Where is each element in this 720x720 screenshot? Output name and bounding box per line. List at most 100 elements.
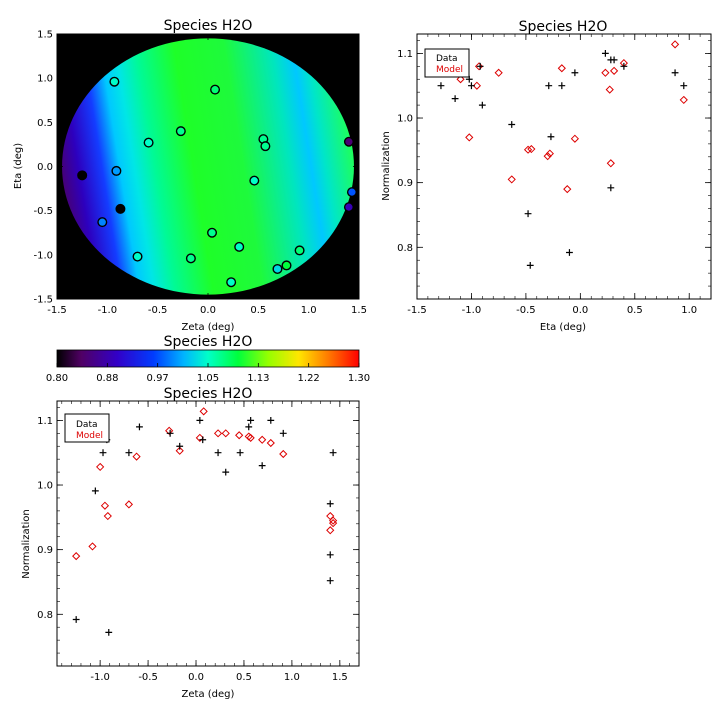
zeta-xtick-label: -0.5 [138,672,158,683]
eta-model-marker [606,159,615,168]
zeta-data-marker [166,429,174,437]
zeta-model-marker [175,446,184,455]
eta-xtick-label: 1.0 [681,305,697,316]
zeta-model-marker [279,449,288,459]
zeta-content: -1.0 -0.5 0.0 0.5 1.0 1.5 0.8 0.9 1.0 1.1 [37,401,360,683]
zeta-xtick-label: 0.5 [236,672,252,683]
eta-data-marker [558,82,566,90]
zeta-model-marker [88,542,97,551]
eta-model-marker [557,64,566,73]
zeta-panel: Species H2O -1.0 -0.5 0.0 0.5 1.0 1.5 0.8 0.9 1.… [21,386,360,700]
eta-data-marker [571,69,579,77]
eta-model-marker [527,144,536,154]
colorbar-ticks: 0.80 0.88 0.97 1.05 1.13 1.22 1.30 [46,363,370,384]
map-point [343,202,354,213]
eta-data-marker [545,82,553,90]
eta-data-marker [671,69,679,77]
map-point [143,137,154,148]
zeta-model-marker [124,500,134,509]
zeta-legend-data: Data [76,420,98,430]
zeta-xtick-label: 0.0 [188,672,204,683]
map-ytick-label: 1.5 [37,30,53,41]
zeta-model-marker [199,407,208,416]
eta-xlabel: Eta (deg) [540,322,586,333]
zeta-data-marker [326,500,334,508]
eta-data-marker [526,261,534,269]
zeta-legend: Data Model [64,413,110,443]
zeta-model-marker [72,552,81,561]
map-point [132,251,143,262]
eta-data-marker [478,101,486,109]
zeta-data-marker [136,423,143,431]
eta-content: -1.5 -1.0 -0.5 0.0 0.5 1.0 0.8 0.9 1.0 1.1 [397,34,712,316]
zeta-data-marker [267,416,275,424]
zeta-legend-model: Model [76,431,103,441]
zeta-data-marker [214,449,222,457]
zeta-ytick-label: 1.1 [37,416,53,427]
map-xlabel: Zeta (deg) [182,322,235,333]
zeta-title: Species H2O [164,386,253,402]
map-point [175,126,186,137]
eta-xtick-label: -1.0 [462,305,482,316]
map-point [111,165,122,176]
zeta-data-marker [222,468,230,476]
map-ytick-label: -1.5 [33,295,53,306]
map-point [97,217,108,228]
eta-title: Species H2O [519,19,608,35]
map-point [281,260,292,271]
zeta-data-marker [105,628,113,636]
zeta-model-marker [258,435,267,444]
zeta-data-marker [125,449,133,457]
eta-legend: Data Model [424,48,470,78]
eta-data-marker [680,82,688,90]
map-ytick-label: -0.5 [33,206,53,217]
colorbar-title: Species H2O [164,334,253,350]
zeta-data-marker [279,429,287,437]
map-ytick-label: 1.0 [37,74,53,85]
eta-model-marker [507,175,516,184]
map-point [185,253,196,264]
eta-legend-model: Model [436,65,463,75]
eta-model-marker [494,68,503,77]
zeta-data-marker [199,436,207,444]
eta-data-marker [610,56,618,64]
map-ytick-label: 0.0 [37,162,53,173]
map-point [260,141,271,152]
eta-panel: Species H2O -1.5 -1.0 -0.5 0.0 0.5 1.0 0.8 0.9 1… [381,19,712,333]
map-point [346,187,357,198]
zeta-model-marker [326,511,335,521]
eta-xtick-label: 0.5 [627,305,643,316]
map-title: Species H2O [164,18,253,34]
map-point [343,136,354,147]
zeta-xlabel: Zeta (deg) [182,689,235,700]
eta-xtick-label: -1.5 [407,305,427,316]
eta-data-marker [508,121,516,128]
eta-model-marker [609,66,619,75]
map-ytick-label: -1.0 [33,250,53,261]
map-point [210,84,221,95]
eta-model-marker [474,62,484,71]
map-point [294,245,305,256]
eta-xtick-label: -0.5 [516,305,536,316]
zeta-model-marker [103,511,112,521]
eta-legend-box [424,48,470,78]
zeta-data-marker [329,449,337,457]
zeta-data-marker [99,449,107,457]
zeta-model-marker [221,429,230,438]
colorbar-tick-label: 0.88 [96,373,118,384]
map-point [272,263,283,274]
zeta-model-marker [213,429,223,438]
map-xtick-label: -1.0 [98,305,118,316]
zeta-xtick-label: 1.0 [284,672,300,683]
colorbar-tick-label: 1.05 [197,373,219,384]
colorbar-panel: Species H2O 0.80 0.88 0.97 1.05 1.13 1.22 1.30 [46,334,370,384]
eta-ytick-label: 0.8 [397,243,413,254]
zeta-model-marker [329,519,338,528]
zeta-xtick-label: -1.0 [90,672,110,683]
zeta-model-marker [165,426,174,435]
eta-model-marker [543,152,552,161]
map-point [77,170,88,181]
eta-data-marker [620,62,628,70]
eta-data-marker [437,82,445,90]
